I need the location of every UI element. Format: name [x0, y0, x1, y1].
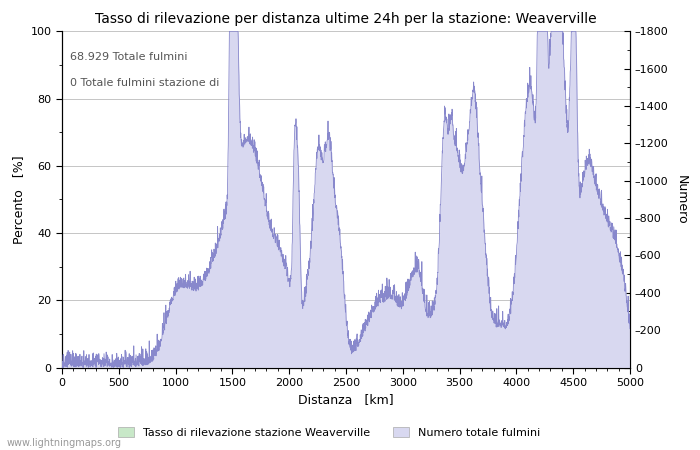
Y-axis label: Percento   [%]: Percento [%]	[12, 155, 25, 244]
Legend: Tasso di rilevazione stazione Weaverville, Numero totale fulmini: Tasso di rilevazione stazione Weavervill…	[113, 423, 545, 442]
X-axis label: Distanza   [km]: Distanza [km]	[298, 393, 394, 406]
Text: www.lightningmaps.org: www.lightningmaps.org	[7, 438, 122, 448]
Text: 68.929 Totale fulmini: 68.929 Totale fulmini	[71, 51, 188, 62]
Text: 0 Totale fulmini stazione di: 0 Totale fulmini stazione di	[71, 78, 220, 88]
Y-axis label: Numero: Numero	[675, 175, 688, 224]
Title: Tasso di rilevazione per distanza ultime 24h per la stazione: Weaverville: Tasso di rilevazione per distanza ultime…	[95, 12, 597, 26]
